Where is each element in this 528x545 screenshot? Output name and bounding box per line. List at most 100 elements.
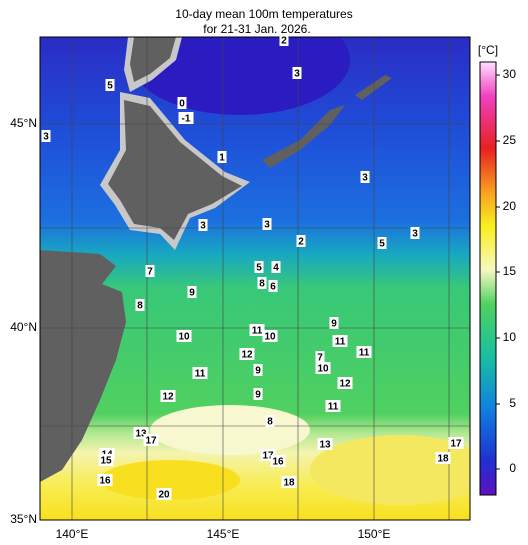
contour-label-bg — [98, 454, 114, 466]
contour-label-bg — [337, 377, 353, 389]
contour-label: 0 — [179, 99, 185, 110]
contour-label-bg — [315, 351, 325, 363]
contour-label: 3 — [43, 132, 49, 143]
contour-label-bg — [296, 235, 306, 247]
contour-label: 12 — [162, 392, 174, 403]
contour-label-bg — [448, 437, 464, 449]
colorbar-tick-label: 5 — [509, 396, 516, 410]
contour-label: 3 — [362, 173, 368, 184]
contour-label-bg — [356, 346, 372, 358]
lon-label: 150°E — [358, 527, 391, 541]
contour-label: 8 — [259, 279, 265, 290]
contour-label-bg — [253, 388, 263, 400]
contour-label-bg — [281, 476, 297, 488]
contour-label-bg — [262, 330, 278, 342]
contour-label: 16 — [99, 476, 111, 487]
contour-label: 3 — [412, 229, 418, 240]
contour-label: 12 — [241, 350, 253, 361]
contour-label-bg — [41, 130, 51, 142]
contour-label: 5 — [379, 239, 385, 250]
colorbar-unit: [°C] — [478, 43, 498, 57]
contour-label-bg — [135, 299, 145, 311]
contour-label-bg — [239, 348, 255, 360]
contour-label-bg — [292, 67, 302, 79]
contour-label: 16 — [272, 457, 284, 468]
contour-label: 18 — [437, 454, 449, 465]
contour-label: 3 — [264, 220, 270, 231]
contour-label-bg — [249, 324, 265, 336]
contour-label-bg — [325, 400, 341, 412]
contour-label: 2 — [298, 237, 304, 248]
contour-label: 20 — [158, 490, 170, 501]
contour-label-bg — [262, 218, 272, 230]
lat-label: 40°N — [10, 320, 37, 334]
contour-label-bg — [178, 112, 194, 124]
map-area — [40, 37, 470, 520]
contour-label-bg — [268, 280, 278, 292]
contour-label: 13 — [135, 429, 147, 440]
contour-label-bg — [270, 455, 286, 467]
contour-label-bg — [176, 330, 192, 342]
contour-label-bg — [217, 151, 227, 163]
contour-label: 10 — [317, 364, 329, 375]
contour-label: 11 — [195, 369, 206, 380]
contour-label-bg — [315, 362, 331, 374]
contour-label-bg — [360, 171, 370, 183]
contour-label: 11 — [335, 337, 346, 348]
contour-label: 2 — [281, 36, 287, 47]
lat-label: 45°N — [10, 116, 37, 130]
contour-label: 15 — [100, 456, 112, 467]
lon-label: 145°E — [207, 527, 240, 541]
contour-label: -1 — [182, 114, 191, 125]
colorbar-tick-label: 0 — [509, 461, 516, 475]
contour-label: 3 — [294, 69, 300, 80]
colorbar-tick-label: 20 — [503, 199, 517, 213]
contour-label: 4 — [273, 263, 279, 274]
colorbar-tick-label: 15 — [503, 264, 517, 278]
contour-label: 10 — [264, 332, 276, 343]
contour-label-bg — [105, 79, 115, 91]
lat-label: 35°N — [10, 512, 37, 526]
contour-label-bg — [156, 488, 172, 500]
contour-label: 8 — [137, 301, 143, 312]
contour-label: 7 — [147, 267, 153, 278]
map-frame — [39, 36, 471, 521]
contour-label: 8 — [267, 417, 273, 428]
contour-label: 9 — [331, 319, 337, 330]
contour-label-bg — [254, 261, 264, 273]
contour-label-bg — [271, 261, 281, 273]
title: 10-day mean 100m temperatures — [175, 7, 352, 21]
contour-label: 5 — [256, 263, 262, 274]
contour-label-bg — [143, 434, 159, 446]
contour-label-bg — [265, 415, 275, 427]
contour-label: 11 — [359, 348, 370, 359]
colorbar — [479, 61, 497, 496]
contour-label-bg — [160, 390, 176, 402]
contour-label: 18 — [283, 478, 295, 489]
contour-label: 6 — [270, 282, 276, 293]
colorbar-tick-label: 10 — [503, 330, 517, 344]
contour-label: 9 — [255, 390, 261, 401]
contour-label: 3 — [200, 221, 206, 232]
contour-label: 17 — [262, 451, 274, 462]
title: for 21-31 Jan. 2026. — [203, 22, 310, 36]
contour-label: 5 — [107, 81, 113, 92]
contour-label-bg — [410, 227, 420, 239]
contour-label: 11 — [328, 402, 339, 413]
colorbar-tick-label: 30 — [503, 67, 517, 81]
contour-label: 9 — [255, 366, 261, 377]
contour-label: 12 — [339, 379, 351, 390]
contour-label-bg — [317, 438, 333, 450]
contour-label-bg — [192, 367, 208, 379]
contour-label-bg — [177, 97, 187, 109]
contour-label: 1 — [219, 153, 225, 164]
contour-label-bg — [253, 364, 263, 376]
contour-label: 9 — [189, 288, 195, 299]
colorbar-tick-label: 25 — [503, 133, 517, 147]
contour-label-bg — [332, 335, 348, 347]
contour-label: 10 — [178, 332, 190, 343]
contour-label-bg — [187, 286, 197, 298]
contour-label: 7 — [317, 353, 323, 364]
contour-label-bg — [257, 277, 267, 289]
